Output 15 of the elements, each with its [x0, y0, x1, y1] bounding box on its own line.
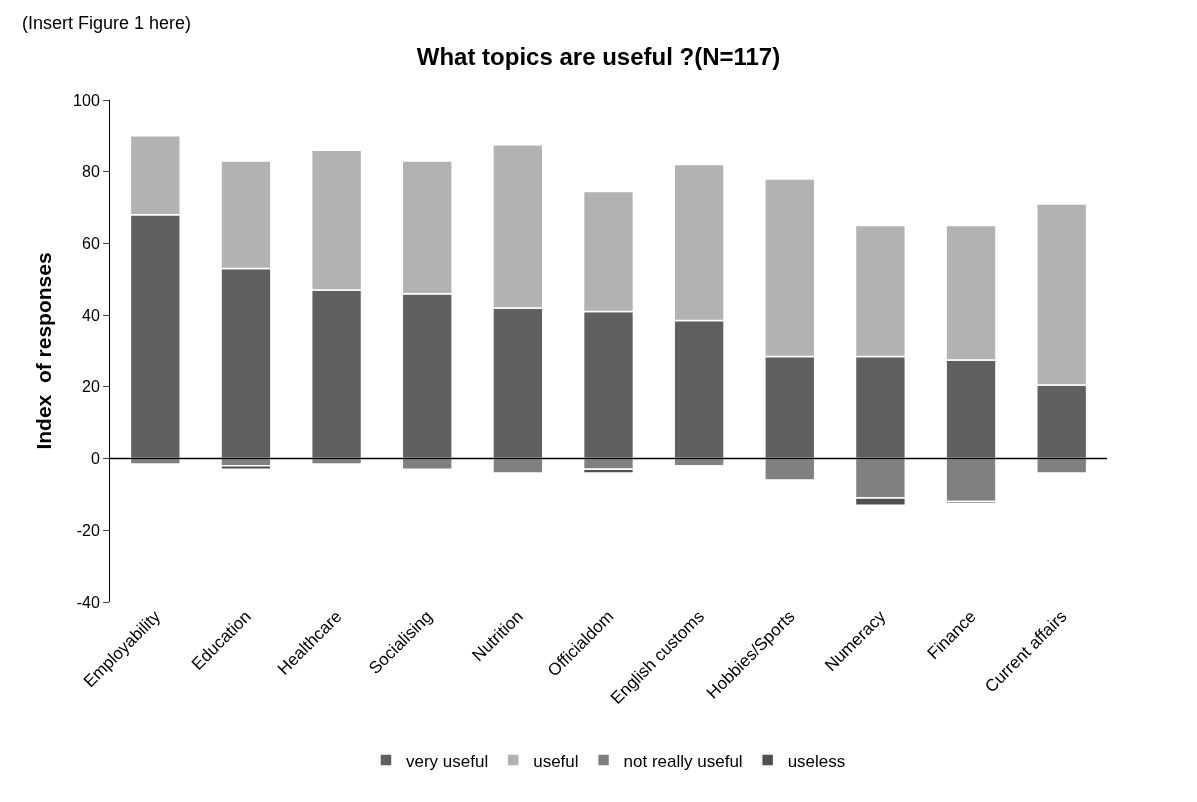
- y-tick-label: 100: [73, 91, 100, 109]
- y-axis-title: Index of responses: [32, 252, 56, 450]
- y-tick-label: 80: [82, 163, 100, 181]
- legend-label: not really useful: [623, 751, 743, 771]
- chart-title: What topics are useful ?(N=117): [416, 42, 781, 70]
- y-tick-label: -40: [76, 593, 100, 611]
- y-tick-label: 60: [82, 235, 100, 253]
- legend-label: useful: [533, 751, 579, 771]
- y-tick-label: 40: [82, 306, 100, 324]
- y-tick-label: 0: [90, 450, 100, 468]
- y-tick-label: -20: [76, 521, 100, 539]
- text: (Insert Figure 1 here): [22, 13, 192, 33]
- legend-label: very useful: [406, 751, 489, 771]
- y-tick-label: 20: [82, 378, 100, 396]
- legend-label: useless: [787, 751, 846, 771]
